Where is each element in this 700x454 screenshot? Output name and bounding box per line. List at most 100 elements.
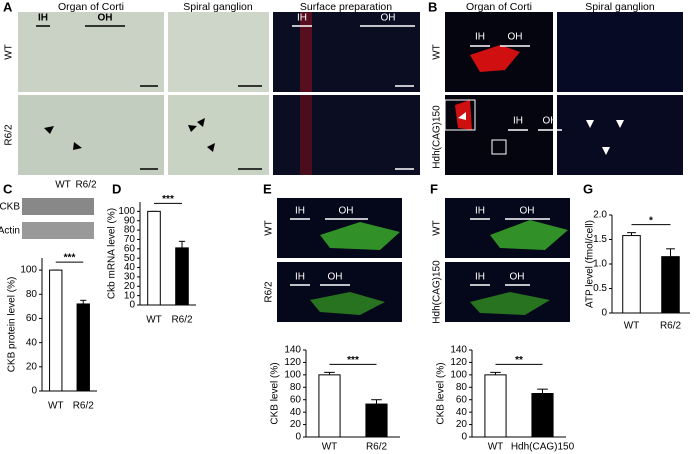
x-tick-label: WT (488, 442, 504, 453)
image-detail (470, 45, 520, 72)
y-tick-label: 20 (456, 419, 468, 430)
significance: *** (347, 355, 359, 366)
blot-band (22, 198, 94, 215)
bar (622, 235, 641, 314)
y-tick-label: 80 (290, 382, 302, 393)
y-tick-label: 40 (290, 407, 302, 418)
bar (175, 247, 189, 306)
column-header: Spiral ganglion (183, 1, 253, 13)
panel-letter: C (3, 181, 13, 196)
y-axis-label: CKB protein level (%) (7, 277, 18, 373)
image-label: IH (38, 13, 48, 24)
inset-frame (444, 99, 476, 131)
arrows (458, 112, 624, 155)
y-axis-label: CKB level (%) (436, 362, 447, 424)
x-tick-label: Hdh(CAG)150 (511, 442, 575, 453)
y-tick-label: 20 (290, 419, 302, 430)
y-tick-label: 90 (124, 215, 136, 226)
column-header: Surface preparation (300, 1, 392, 13)
y-tick-label: 60 (456, 394, 468, 405)
y-tick-label: 1.5 (593, 234, 607, 245)
y-tick-label: 0 (461, 432, 467, 443)
bar (531, 393, 554, 438)
blot-row: CKB (0, 202, 20, 213)
arrows (44, 118, 215, 152)
blot-column: WT (55, 180, 71, 191)
image-detail (300, 95, 312, 175)
y-tick-label: 0 (129, 300, 135, 311)
y-tick-label: 30 (124, 272, 136, 283)
image-detail (300, 12, 312, 92)
image (273, 95, 420, 175)
y-tick-label: 120 (450, 357, 467, 368)
image-label: OH (508, 32, 523, 43)
panel-letter: F (430, 181, 438, 196)
x-tick-label: R6/2 (171, 315, 193, 326)
y-tick-label: 80 (26, 289, 38, 300)
blot-row: Actin (0, 226, 20, 237)
panel-letter: D (112, 181, 121, 196)
y-tick-label: 60 (290, 394, 302, 405)
image (168, 95, 269, 175)
image-label: OH (381, 13, 396, 24)
image-detail (310, 292, 385, 315)
row-label: Hdh(CAG)150 (432, 260, 443, 324)
image (18, 95, 164, 175)
row-label: WT (432, 220, 443, 236)
row-label: R6/2 (264, 281, 275, 303)
image-label: IH (513, 116, 523, 127)
x-tick-label: R6/2 (660, 321, 682, 332)
bar (49, 269, 63, 392)
y-tick-label: 100 (118, 206, 135, 217)
image (18, 12, 164, 92)
x-tick-label: WT (48, 401, 64, 412)
y-tick-label: 50 (124, 253, 136, 264)
row-label: R6/2 (4, 124, 15, 146)
image-label: IH (475, 206, 485, 217)
image-label: OH (520, 206, 535, 217)
significance: *** (64, 253, 76, 264)
row-label: Hdh(CAG)150 (432, 105, 443, 169)
y-tick-label: 1.0 (593, 259, 607, 270)
image (168, 12, 269, 92)
y-axis-label: Ckb mRNA level (%) (107, 208, 118, 299)
y-tick-label: 140 (450, 345, 467, 356)
y-tick-label: 60 (124, 243, 136, 254)
column-header: Spiral ganglion (585, 1, 655, 13)
y-tick-label: 0 (31, 386, 37, 397)
panel-letter: E (263, 181, 272, 196)
x-tick-label: R6/2 (73, 401, 95, 412)
column-header: Organ of Corti (58, 1, 124, 13)
y-tick-label: 0 (295, 432, 301, 443)
y-tick-label: 100 (284, 369, 301, 380)
y-axis-label: CKB level (%) (270, 362, 281, 424)
images (18, 12, 683, 322)
row-label: WT (432, 44, 443, 60)
scale-lines (290, 25, 562, 286)
row-label: WT (264, 220, 275, 236)
image-label: OH (328, 272, 343, 283)
significance: * (649, 215, 653, 226)
image-label: IH (295, 206, 305, 217)
row-label: WT (4, 44, 15, 60)
blot-band (22, 222, 94, 239)
y-tick-label: 140 (284, 345, 301, 356)
image (557, 95, 683, 175)
image-label: IH (297, 13, 307, 24)
y-axis-label: ATP level (fmol/cell) (585, 220, 596, 308)
inset-frame (491, 139, 507, 155)
column-header: Organ of Corti (466, 1, 532, 13)
image (273, 12, 420, 92)
image-label: OH (98, 13, 113, 24)
image-label: IH (475, 272, 485, 283)
image-label: IH (295, 272, 305, 283)
y-tick-label: 40 (26, 337, 38, 348)
panel-letter: A (3, 0, 13, 14)
y-tick-label: 120 (284, 357, 301, 368)
y-tick-label: 2.0 (593, 210, 607, 221)
bar (318, 374, 341, 438)
image-detail (470, 292, 550, 315)
y-tick-label: 100 (20, 265, 37, 276)
y-tick-label: 80 (456, 382, 468, 393)
